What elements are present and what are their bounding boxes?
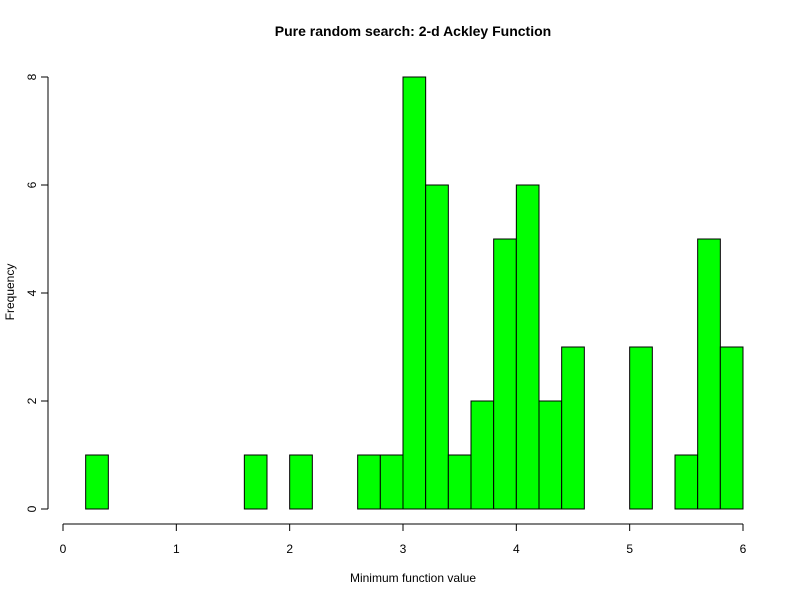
histogram-bar — [493, 238, 517, 510]
x-tick-label: 0 — [60, 542, 67, 556]
y-tick-label: 4 — [25, 289, 39, 296]
histogram-bar — [697, 238, 721, 510]
y-tick-label: 2 — [25, 397, 39, 404]
histogram-bar — [243, 454, 268, 510]
y-axis: 0 2 4 6 8 — [25, 73, 49, 512]
histogram-bar — [561, 346, 585, 510]
histogram-bar — [379, 454, 404, 510]
y-tick-label: 0 — [25, 505, 39, 512]
histogram-bar — [629, 346, 653, 510]
histogram-bar — [674, 454, 699, 510]
histogram-bar — [289, 454, 313, 510]
x-tick-label: 4 — [513, 542, 520, 556]
histogram-bar — [538, 400, 563, 510]
histogram-bar — [515, 184, 540, 510]
histogram-bar — [425, 184, 449, 510]
x-tick-label: 6 — [740, 542, 747, 556]
bars-group — [85, 76, 744, 510]
y-tick-label: 6 — [25, 181, 39, 188]
x-axis: 0 1 2 3 4 5 6 — [60, 523, 747, 556]
chart-title: Pure random search: 2-d Ackley Function — [275, 23, 551, 39]
histogram-bar — [357, 454, 381, 510]
y-axis-label: Frequency — [3, 264, 17, 321]
histogram-bar — [402, 76, 427, 510]
x-tick-label: 3 — [400, 542, 407, 556]
x-tick-label: 2 — [286, 542, 293, 556]
histogram-bar — [447, 454, 472, 510]
histogram-bar — [470, 400, 495, 510]
histogram-bar — [85, 454, 109, 510]
x-tick-label: 5 — [626, 542, 633, 556]
y-tick-label: 8 — [25, 73, 39, 80]
histogram-bar — [719, 346, 744, 510]
x-tick-label: 1 — [173, 542, 180, 556]
x-axis-label: Minimum function value — [350, 571, 476, 585]
